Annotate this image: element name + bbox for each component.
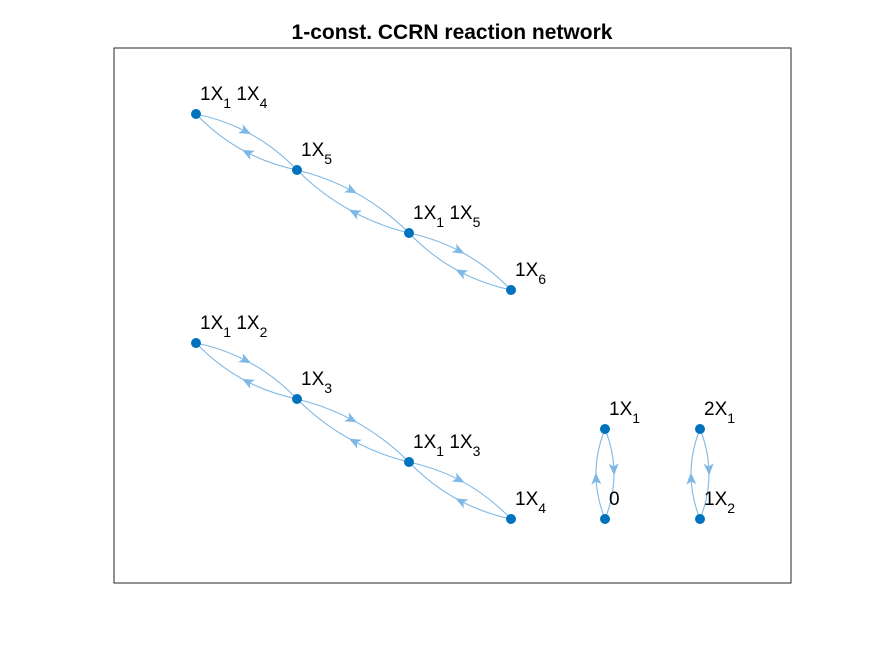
node-label-n_x1x5-part: 1X <box>444 203 473 224</box>
arrowhead-n_x4-to-n_x1x3 <box>455 498 469 509</box>
node-label-n_x1x3-part: 1X <box>444 432 473 453</box>
edge-n_x1x2-to-n_x3 <box>195 342 298 400</box>
node-label-n_x1x3-part: 1X <box>413 432 437 453</box>
node-label-n_zero: 0 <box>609 489 620 510</box>
node-label-n_x6: 1X6 <box>515 260 546 287</box>
node-label-n_x1x5: 1X1 1X5 <box>413 203 481 230</box>
node-n_zero <box>600 514 610 524</box>
node-n_x2 <box>695 514 705 524</box>
node-label-n_x1x5-part: 5 <box>473 214 481 230</box>
edge-n_x3-to-n_x1x3 <box>296 398 410 463</box>
edge-n_x5-to-n_x1x5 <box>296 169 410 234</box>
node-n_x6 <box>506 285 516 295</box>
node-label-n_2x1-part: 2X <box>704 399 728 420</box>
node-label-n_x1x5-part: 1 <box>436 214 444 230</box>
node-label-n_2x1-part: 1 <box>727 410 735 426</box>
arrowhead-n_2x1-to-n_x2 <box>703 463 714 476</box>
node-label-n_x2-part: 1X <box>704 489 728 510</box>
node-label-n_x3-part: 3 <box>324 380 332 396</box>
node-n_x1x2 <box>191 338 201 348</box>
node-label-n_x1x4: 1X1 1X4 <box>200 84 268 111</box>
node-label-n_x1x2-part: 1X <box>200 313 224 334</box>
node-n_x1x3 <box>404 457 414 467</box>
node-label-n_zero-part: 0 <box>609 489 620 510</box>
node-label-n_x1x3: 1X1 1X3 <box>413 432 481 459</box>
node-n_x1x5 <box>404 228 414 238</box>
edge-n_x3-to-n_x1x2 <box>195 342 298 400</box>
node-n_x3 <box>292 394 302 404</box>
nodes-layer <box>191 109 705 524</box>
arrowhead-n_x1x5-to-n_x5 <box>348 209 362 220</box>
node-label-n_x1x4-part: 1X <box>231 84 260 105</box>
node-label-n_x1x2-part: 2 <box>260 324 268 340</box>
node-n_x5 <box>292 165 302 175</box>
node-n_x1 <box>600 424 610 434</box>
edge-n_x1x3-to-n_x3 <box>296 398 410 463</box>
edge-n_x4-to-n_x1x3 <box>408 461 512 520</box>
arrowhead-n_x5-to-n_x1x4 <box>241 149 255 160</box>
node-label-n_x6-part: 6 <box>538 271 546 287</box>
node-label-n_x4-part: 4 <box>538 500 546 516</box>
arrowhead-n_x1-to-n_zero <box>608 463 619 476</box>
arrowhead-n_x3-to-n_x1x2 <box>241 378 255 389</box>
node-label-n_x1x4-part: 4 <box>260 95 268 111</box>
node-label-n_2x1: 2X1 <box>704 399 735 426</box>
arrowhead-n_x1x2-to-n_x3 <box>238 353 252 364</box>
arrowhead-n_x3-to-n_x1x3 <box>344 412 358 423</box>
node-label-n_x1x4-part: 1 <box>223 95 231 111</box>
node-label-n_x2: 1X2 <box>704 489 735 516</box>
edge-n_x1x3-to-n_x4 <box>408 461 512 520</box>
node-label-n_x1x2-part: 1X <box>231 313 260 334</box>
node-label-n_x3-part: 1X <box>301 369 325 390</box>
node-label-n_x1x2-part: 1 <box>223 324 231 340</box>
edge-n_x6-to-n_x1x5 <box>408 232 512 291</box>
node-label-n_x4: 1X4 <box>515 489 546 516</box>
arrowhead-n_x1x3-to-n_x3 <box>348 438 362 449</box>
edge-n_x1x4-to-n_x5 <box>195 113 298 171</box>
node-label-n_x1-part: 1X <box>609 399 633 420</box>
arrowhead-n_x6-to-n_x1x5 <box>455 269 469 280</box>
plot-area-frame <box>113 47 792 584</box>
node-label-n_x4-part: 1X <box>515 489 539 510</box>
node-label-n_x1x2: 1X1 1X2 <box>200 313 268 340</box>
node-n_2x1 <box>695 424 705 434</box>
node-label-n_x1: 1X1 <box>609 399 640 426</box>
node-label-n_x1x4-part: 1X <box>200 84 224 105</box>
arrowhead-n_x1x3-to-n_x4 <box>451 472 465 483</box>
node-n_x4 <box>506 514 516 524</box>
edge-n_x1x5-to-n_x6 <box>408 232 512 291</box>
node-label-n_x1x3-part: 3 <box>473 443 481 459</box>
node-label-n_x2-part: 2 <box>727 500 735 516</box>
node-label-n_x5-part: 1X <box>301 140 325 161</box>
node-label-n_x1x3-part: 1 <box>436 443 444 459</box>
arrowhead-n_x1x4-to-n_x5 <box>238 124 252 135</box>
figure-title: 1-const. CCRN reaction network <box>292 21 613 44</box>
node-label-n_x6-part: 1X <box>515 260 539 281</box>
node-label-n_x5: 1X5 <box>301 140 332 167</box>
arrowhead-n_x5-to-n_x1x5 <box>344 183 358 194</box>
arrowhead-n_zero-to-n_x1 <box>591 472 602 485</box>
node-label-n_x1x5-part: 1X <box>413 203 437 224</box>
edge-n_x5-to-n_x1x4 <box>195 113 298 171</box>
node-label-n_x1-part: 1 <box>632 410 640 426</box>
edge-n_x1x5-to-n_x5 <box>296 169 410 234</box>
node-label-n_x5-part: 5 <box>324 151 332 167</box>
node-n_x1x4 <box>191 109 201 119</box>
edges-layer <box>195 113 714 520</box>
node-label-n_x3: 1X3 <box>301 369 332 396</box>
arrowhead-n_x2-to-n_2x1 <box>686 472 697 485</box>
arrowhead-n_x1x5-to-n_x6 <box>451 243 465 254</box>
